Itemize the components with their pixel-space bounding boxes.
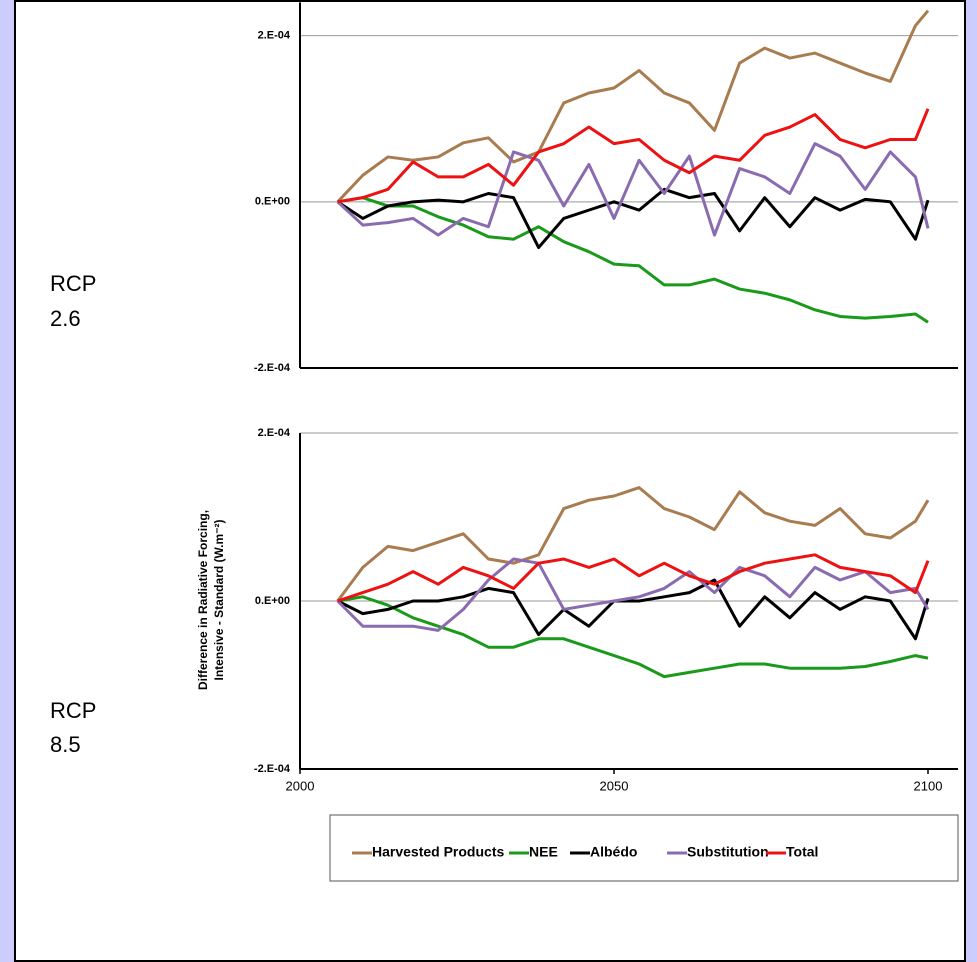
series-line [336,142,930,237]
series-line [337,196,929,324]
y-tick-label: 0.E+00 [255,595,290,607]
x-tick-label: 2100 [914,778,943,793]
y-tick-label: 0.E+00 [255,196,290,208]
series-line [336,486,930,602]
series-line [337,108,930,204]
x-tick-label: 2000 [286,778,315,793]
y-tick-label: -2.E-04 [254,763,291,775]
series-line [337,578,930,641]
series-line [337,553,930,603]
y-tick-label: 2.E-04 [258,427,291,439]
x-tick-label: 2050 [600,778,629,793]
panel-annotation: RCP 8.5 [50,698,96,757]
annotation-line: RCP [50,271,96,296]
y-tick-label: 2.E-04 [258,30,291,42]
legend-label: Harvested Products [372,844,504,860]
legend-label: NEE [529,844,558,860]
annotation-line: 2.6 [50,306,81,331]
series-line [336,187,930,250]
legend-label: Albédo [590,844,637,860]
annotation-line: RCP [50,698,96,723]
y-axis-label: Intensive - Standard (W.m⁻²) [212,519,226,680]
legend-label: Total [786,844,818,860]
y-tick-label: -2.E-04 [254,362,291,374]
series-line [336,557,930,632]
series-line [337,595,929,679]
legend-box [329,814,959,882]
series-line [336,9,930,203]
annotation-line: 8.5 [50,732,81,757]
y-axis-label: Difference in Radiative Forcing, [196,510,210,690]
panel-annotation: RCP 2.6 [50,271,96,331]
legend-label: Substitution [687,844,769,860]
